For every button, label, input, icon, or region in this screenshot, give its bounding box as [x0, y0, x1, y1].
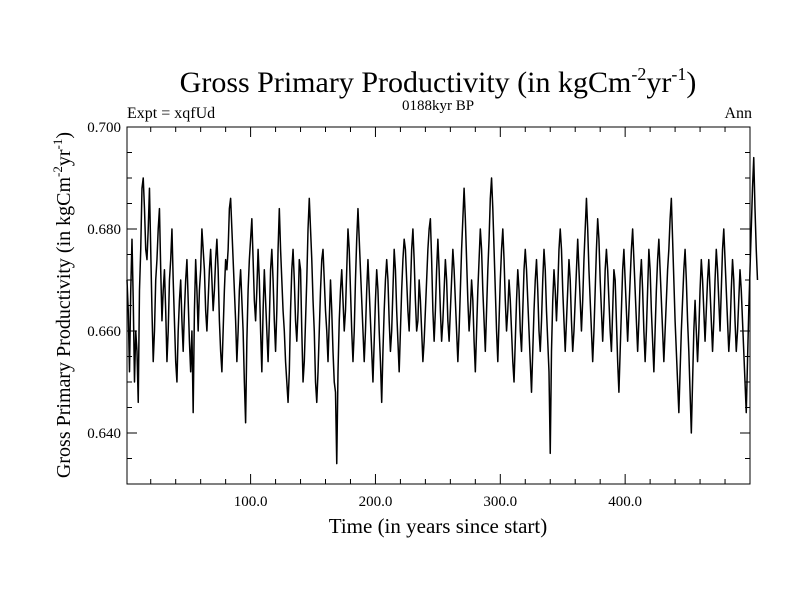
x-axis-label: Time (in years since start) — [329, 514, 548, 538]
chart-title-sup2: -1 — [671, 64, 686, 84]
x-tick-label: 100.0 — [234, 494, 268, 510]
season-label: Ann — [724, 105, 752, 122]
y-axis-label: Gross Primary Productivity (in kgCm-2yr-… — [50, 132, 75, 478]
x-axis-ticks: 100.0 200.0 300.0 400.0 — [150, 127, 751, 510]
series-line-ann — [126, 156, 759, 465]
y-axis-label-sup1: -2 — [50, 166, 65, 177]
x-tick-label: 300.0 — [483, 494, 517, 510]
chart-title-main: Gross Primary Productivity (in kgCm — [180, 66, 632, 99]
y-axis-label-main: Gross Primary Productivity (in kgCm — [53, 177, 75, 479]
y-axis-ticks: 0.640 0.660 0.680 0.700 — [87, 120, 750, 485]
y-axis-label-sup2: -1 — [50, 139, 65, 150]
chart-title-end: ) — [686, 66, 696, 99]
subtitle-period: 0188kyr BP — [402, 98, 474, 114]
chart-title-sup1: -2 — [631, 64, 646, 84]
y-tick-label: 0.700 — [87, 120, 121, 136]
x-tick-label: 200.0 — [359, 494, 393, 510]
experiment-label: Expt = xqfUd — [127, 105, 215, 122]
x-tick-label: 400.0 — [608, 494, 642, 510]
chart-title-mid: yr — [646, 66, 671, 99]
y-axis-label-end: ) — [53, 132, 75, 139]
y-tick-label: 0.640 — [87, 426, 121, 442]
y-tick-label: 0.680 — [87, 222, 121, 238]
y-tick-label: 0.660 — [87, 324, 121, 340]
y-axis-label-mid: yr — [53, 149, 75, 166]
chart-title: Gross Primary Productivity (in kgCm-2yr-… — [180, 64, 697, 99]
